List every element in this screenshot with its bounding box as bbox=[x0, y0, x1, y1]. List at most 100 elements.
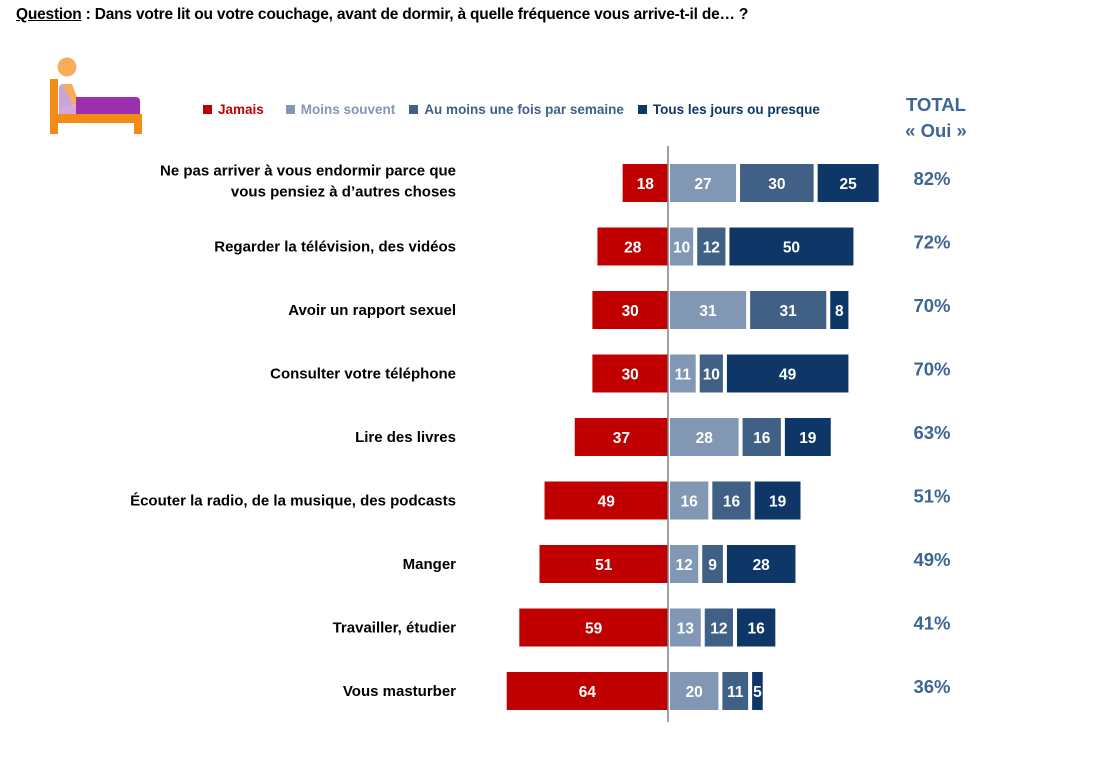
bar-jamais bbox=[519, 608, 668, 647]
row-label: Regarder la télévision, des vidéos bbox=[214, 239, 456, 256]
bar-value-label: 16 bbox=[681, 494, 699, 511]
bar-value-label: 30 bbox=[622, 303, 639, 320]
row-label-line: Regarder la télévision, des vidéos bbox=[214, 239, 456, 256]
bar-value-label: 13 bbox=[677, 621, 695, 638]
total-value: 49% bbox=[913, 549, 950, 570]
bar-value-label: 11 bbox=[675, 367, 692, 384]
total-header-line1: TOTAL bbox=[906, 94, 966, 115]
bar-value-label: 16 bbox=[753, 430, 771, 447]
bar-value-label: 5 bbox=[753, 684, 762, 701]
bar-value-label: 25 bbox=[840, 176, 858, 193]
bar-value-label: 30 bbox=[622, 367, 639, 384]
bar-value-label: 19 bbox=[799, 430, 817, 447]
bar-value-label: 20 bbox=[686, 684, 703, 701]
row-label: Avoir un rapport sexuel bbox=[288, 302, 456, 319]
bar-value-label: 27 bbox=[694, 176, 711, 193]
bar-value-label: 50 bbox=[783, 240, 800, 257]
bar-au-moins-une-fois bbox=[699, 354, 723, 393]
bar-value-label: 8 bbox=[835, 303, 844, 320]
legend-swatch-jamais bbox=[203, 105, 212, 114]
bar-value-label: 49 bbox=[598, 494, 616, 511]
bar-moins-souvent bbox=[670, 481, 709, 520]
legend-label-au-moins-une-fois: Au moins une fois par semaine bbox=[424, 102, 624, 117]
bar-value-label: 28 bbox=[624, 240, 642, 257]
bar-tous-les-jours bbox=[726, 354, 849, 393]
bar-moins-souvent bbox=[670, 227, 694, 266]
bar-jamais bbox=[539, 545, 668, 583]
bar-value-label: 12 bbox=[703, 240, 720, 257]
legend-swatch-au-moins-une-fois bbox=[409, 105, 419, 114]
bar-tous-les-jours bbox=[726, 545, 796, 583]
legend-item-moins-souvent: Moins souvent bbox=[285, 102, 396, 117]
row-label: Consulter votre téléphone bbox=[270, 366, 456, 383]
total-header: TOTAL « Oui » bbox=[895, 92, 977, 144]
total-value: 41% bbox=[913, 613, 950, 634]
bar-jamais bbox=[574, 418, 668, 456]
bar-jamais bbox=[544, 481, 668, 520]
bar-au-moins-une-fois bbox=[740, 164, 814, 202]
bar-tous-les-jours bbox=[737, 608, 776, 647]
row-label: Manger bbox=[403, 556, 457, 573]
legend-label-tous-les-jours: Tous les jours ou presque bbox=[652, 102, 820, 117]
legend-item-tous-les-jours: Tous les jours ou presque bbox=[637, 102, 820, 117]
bar-au-moins-une-fois bbox=[742, 418, 781, 456]
bar-jamais bbox=[592, 354, 668, 393]
legend-item-jamais: Jamais bbox=[203, 102, 264, 117]
total-value: 36% bbox=[913, 676, 950, 697]
bar-value-label: 18 bbox=[637, 176, 655, 193]
legend-label-jamais: Jamais bbox=[218, 102, 264, 117]
row-label: Vous masturber bbox=[343, 683, 456, 700]
bar-moins-souvent bbox=[670, 608, 701, 647]
bar-au-moins-une-fois bbox=[722, 672, 749, 710]
bar-au-moins-une-fois bbox=[697, 227, 726, 266]
bar-value-label: 11 bbox=[727, 684, 744, 701]
bar-value-label: 9 bbox=[708, 557, 717, 574]
row-label-line: Lire des livres bbox=[355, 429, 456, 446]
row-label-line: Manger bbox=[403, 556, 457, 573]
question-key: Question bbox=[16, 6, 82, 23]
legend-item-au-moins-une-fois: Au moins une fois par semaine bbox=[409, 102, 624, 117]
row-label-line: vous pensiez à d’autres choses bbox=[231, 184, 456, 201]
bar-value-label: 51 bbox=[595, 557, 613, 574]
bar-moins-souvent bbox=[670, 672, 719, 710]
bar-au-moins-une-fois bbox=[702, 545, 723, 583]
bar-value-label: 31 bbox=[699, 303, 717, 320]
bar-value-label: 49 bbox=[779, 367, 797, 384]
bar-value-label: 37 bbox=[613, 430, 630, 447]
row-label-line: Ne pas arriver à vous endormir parce que bbox=[160, 163, 456, 180]
bar-value-label: 16 bbox=[723, 494, 741, 511]
bar-value-label: 64 bbox=[579, 684, 597, 701]
bar-value-label: 10 bbox=[703, 367, 720, 384]
bar-tous-les-jours bbox=[754, 481, 801, 520]
row-label-line: Consulter votre téléphone bbox=[270, 366, 456, 383]
row-label: Lire des livres bbox=[355, 429, 456, 446]
question-text: : Dans votre lit ou votre couchage, avan… bbox=[81, 6, 749, 23]
bar-moins-souvent bbox=[670, 418, 739, 456]
bar-value-label: 12 bbox=[675, 557, 692, 574]
total-value: 51% bbox=[913, 486, 950, 507]
total-value: 70% bbox=[913, 295, 950, 316]
bar-au-moins-une-fois bbox=[704, 608, 733, 647]
bar-au-moins-une-fois bbox=[750, 291, 827, 329]
total-value: 72% bbox=[913, 232, 950, 253]
bar-value-label: 12 bbox=[710, 621, 727, 638]
legend-swatch-moins-souvent bbox=[285, 105, 295, 114]
bar-tous-les-jours bbox=[729, 227, 854, 266]
bar-value-label: 30 bbox=[768, 176, 785, 193]
row-label-line: Vous masturber bbox=[343, 683, 456, 700]
bar-value-label: 19 bbox=[769, 494, 787, 511]
bar-tous-les-jours bbox=[784, 418, 831, 456]
row-label: Travailler, étudier bbox=[333, 620, 457, 637]
row-label: Ne pas arriver à vous endormir parce que… bbox=[160, 163, 456, 201]
bed-person-icon bbox=[50, 57, 142, 134]
legend-label-moins-souvent: Moins souvent bbox=[300, 102, 396, 117]
legend-swatch-tous-les-jours bbox=[637, 105, 647, 114]
chart-legend: Jamais Moins souvent Au moins une fois p… bbox=[203, 102, 834, 117]
bar-moins-souvent bbox=[670, 354, 696, 393]
bar-value-label: 10 bbox=[673, 240, 690, 257]
bar-moins-souvent bbox=[670, 545, 699, 583]
total-value: 63% bbox=[913, 422, 950, 443]
row-label: Écouter la radio, de la musique, des pod… bbox=[130, 493, 456, 510]
total-value: 82% bbox=[913, 168, 950, 189]
